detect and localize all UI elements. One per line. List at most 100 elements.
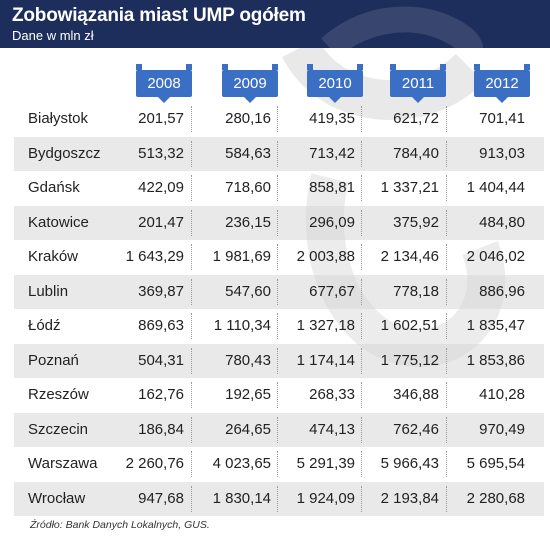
value-cell-2011: 346,88 [393,386,439,403]
value-cell-2011: 375,92 [393,213,439,231]
value-cell-2011: 5 966,43 [380,455,439,472]
column-separator [277,485,278,512]
column-separator [361,313,362,339]
data-table: Białystok 201,57 280,16 419,35 621,72 701,41 B… [14,102,544,516]
value-cell-2008: 1 643,29 [125,248,184,265]
value-cell-2010: 419,35 [309,110,355,127]
column-separator [361,106,362,132]
value-cell-2009: 780,43 [225,351,271,369]
value-cell-2010: 677,67 [309,282,355,300]
value-cell-2011: 2 193,84 [380,489,439,507]
column-separator [361,485,362,512]
value-cell-2010: 1 174,14 [296,351,355,369]
value-cell-2008: 869,63 [138,317,184,334]
column-separator [277,382,278,408]
city-label: Szczecin [28,420,89,438]
value-cell-2008: 2 260,76 [125,455,184,472]
city-label: Katowice [28,213,89,231]
value-cell-2009: 4 023,65 [212,455,271,472]
value-cell-2011: 762,46 [393,420,439,438]
table-row: Kraków 1 643,29 1 981,69 2 003,88 2 134,46 2 … [14,240,544,275]
year-header-2008: 2008 [136,64,192,103]
year-header-notch [496,97,508,103]
value-cell-2011: 1 337,21 [380,179,439,196]
column-separator [277,347,278,374]
value-cell-2010: 1 327,18 [296,317,355,334]
table-row: Katowice 201,47 236,15 296,09 375,92 484,80 [14,205,544,240]
value-cell-2012: 886,96 [479,282,525,300]
value-cell-2011: 1 775,12 [380,351,439,369]
value-cell-2008: 162,76 [138,386,184,403]
year-header-2012: 2012 [474,64,530,103]
table-row: Lublin 369,87 547,60 677,67 778,18 886,96 [14,274,544,309]
year-header-notch [158,97,170,103]
column-separator [191,175,192,201]
column-separator [361,278,362,305]
chart-title: Zobowiązania miast UMP ogółem [12,5,306,26]
column-separator [277,451,278,477]
column-separator [446,313,447,339]
header-swirl-decoration [321,6,483,48]
column-separator [191,313,192,339]
value-cell-2010: 474,13 [309,420,355,438]
value-cell-2012: 1 835,47 [466,317,525,334]
column-separator [446,347,447,374]
column-separator [191,416,192,443]
column-separator [191,382,192,408]
column-separator [446,416,447,443]
value-cell-2008: 201,47 [138,213,184,231]
city-label: Lublin [28,282,69,300]
value-cell-2012: 2 046,02 [466,248,525,265]
city-label: Bydgoszcz [28,144,101,162]
value-cell-2008: 186,84 [138,420,184,438]
value-cell-2009: 1 830,14 [212,489,271,507]
chart-header: Zobowiązania miast UMP ogółem Dane w mln… [0,0,550,48]
column-separator [191,244,192,270]
value-cell-2008: 201,57 [138,110,184,127]
column-separator [191,451,192,477]
value-cell-2009: 547,60 [225,282,271,300]
value-cell-2008: 513,32 [138,144,184,162]
column-separator [277,175,278,201]
column-separator [191,140,192,167]
column-separator [277,244,278,270]
year-header-notch [244,97,256,103]
city-label: Gdańsk [28,179,80,196]
year-header-2011: 2011 [390,64,446,103]
value-cell-2011: 778,18 [393,282,439,300]
value-cell-2011: 1 602,51 [380,317,439,334]
column-separator [191,347,192,374]
column-separator [361,382,362,408]
value-cell-2008: 504,31 [138,351,184,369]
column-separator [446,485,447,512]
year-header-notch [329,97,341,103]
table-row: Wrocław 947,68 1 830,14 1 924,09 2 193,84 2 2… [14,481,544,516]
table-row: Białystok 201,57 280,16 419,35 621,72 701,41 [14,102,544,137]
column-separator [361,416,362,443]
value-cell-2012: 484,80 [479,213,525,231]
city-label: Rzeszów [28,386,89,403]
column-separator [446,451,447,477]
column-separator [361,175,362,201]
value-cell-2011: 784,40 [393,144,439,162]
year-header-2009: 2009 [222,64,278,103]
value-cell-2008: 947,68 [138,489,184,507]
column-separator [446,278,447,305]
column-separator [277,278,278,305]
table-row: Szczecin 186,84 264,65 474,13 762,46 970,49 [14,412,544,447]
column-separator [191,106,192,132]
column-separator [446,244,447,270]
value-cell-2010: 1 924,09 [296,489,355,507]
value-cell-2010: 296,09 [309,213,355,231]
source-note: Źródło: Bank Danych Lokalnych, GUS. [30,519,210,531]
table-row: Warszawa 2 260,76 4 023,65 5 291,39 5 966,43… [14,447,544,482]
value-cell-2008: 369,87 [138,282,184,300]
value-cell-2012: 2 280,68 [466,489,525,507]
column-separator [277,140,278,167]
value-cell-2009: 264,65 [225,420,271,438]
value-cell-2009: 718,60 [225,179,271,196]
value-cell-2012: 970,49 [479,420,525,438]
column-separator [446,209,447,236]
value-cell-2011: 621,72 [393,110,439,127]
city-label: Kraków [28,248,79,265]
